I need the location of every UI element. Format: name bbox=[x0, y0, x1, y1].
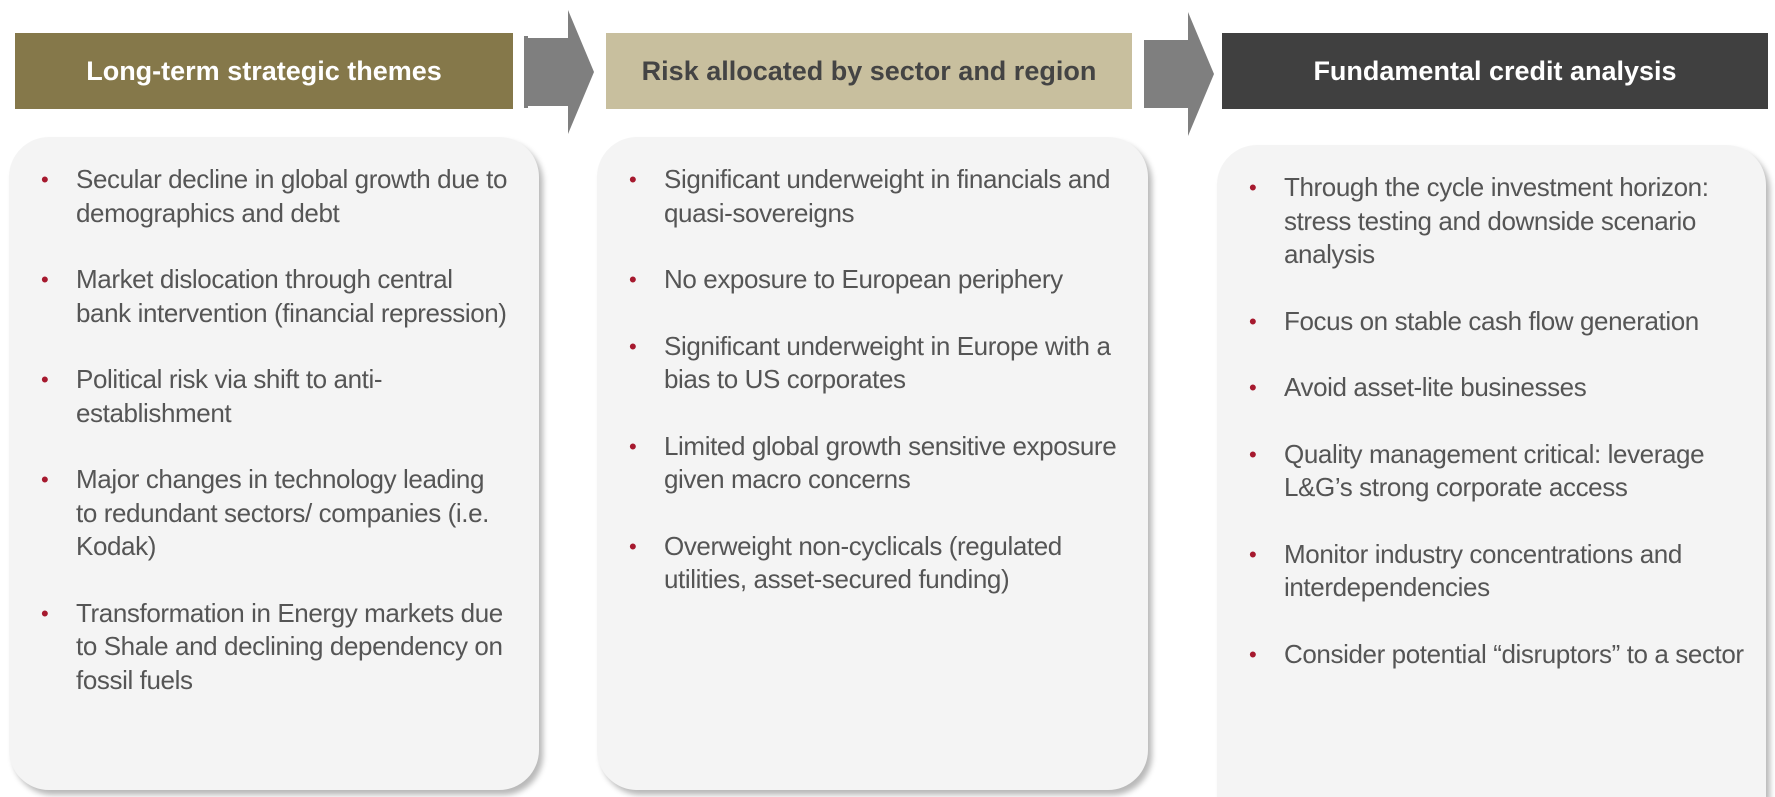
bullet-item: Major changes in technology leading to r… bbox=[9, 463, 509, 564]
arrow bbox=[524, 10, 594, 134]
column-box: Through the cycle investment horizon: st… bbox=[1217, 145, 1766, 797]
bullet-item: No exposure to European periphery bbox=[597, 263, 1128, 297]
bullet-item: Focus on stable cash flow generation bbox=[1217, 305, 1746, 339]
column-box: Secular decline in global growth due to … bbox=[9, 137, 539, 790]
arrow bbox=[1144, 12, 1214, 136]
bullet-list: Through the cycle investment horizon: st… bbox=[1217, 171, 1746, 671]
column-header: Risk allocated by sector and region bbox=[606, 33, 1132, 109]
bullet-item: Avoid asset-lite businesses bbox=[1217, 371, 1746, 405]
column-header: Fundamental credit analysis bbox=[1222, 33, 1768, 109]
bullet-item: Significant underweight in Europe with a… bbox=[597, 330, 1128, 397]
bullet-list: Secular decline in global growth due to … bbox=[9, 163, 509, 697]
bullet-item: Transformation in Energy markets due to … bbox=[9, 597, 509, 698]
bullet-item: Limited global growth sensitive exposure… bbox=[597, 430, 1128, 497]
bullet-item: Market dislocation through central bank … bbox=[9, 263, 509, 330]
bullet-item: Political risk via shift to anti-establi… bbox=[9, 363, 509, 430]
column-header: Long-term strategic themes bbox=[15, 33, 513, 109]
bullet-item: Secular decline in global growth due to … bbox=[9, 163, 509, 230]
bullet-item: Consider potential “disruptors” to a sec… bbox=[1217, 638, 1746, 672]
bullet-item: Quality management critical: leverage L&… bbox=[1217, 438, 1746, 505]
bullet-item: Overweight non-cyclicals (regulated util… bbox=[597, 530, 1128, 597]
bullet-item: Significant underweight in financials an… bbox=[597, 163, 1128, 230]
bullet-list: Significant underweight in financials an… bbox=[597, 163, 1128, 597]
column-box: Significant underweight in financials an… bbox=[597, 137, 1148, 790]
bullet-item: Monitor industry concentrations and inte… bbox=[1217, 538, 1746, 605]
bullet-item: Through the cycle investment horizon: st… bbox=[1217, 171, 1746, 272]
